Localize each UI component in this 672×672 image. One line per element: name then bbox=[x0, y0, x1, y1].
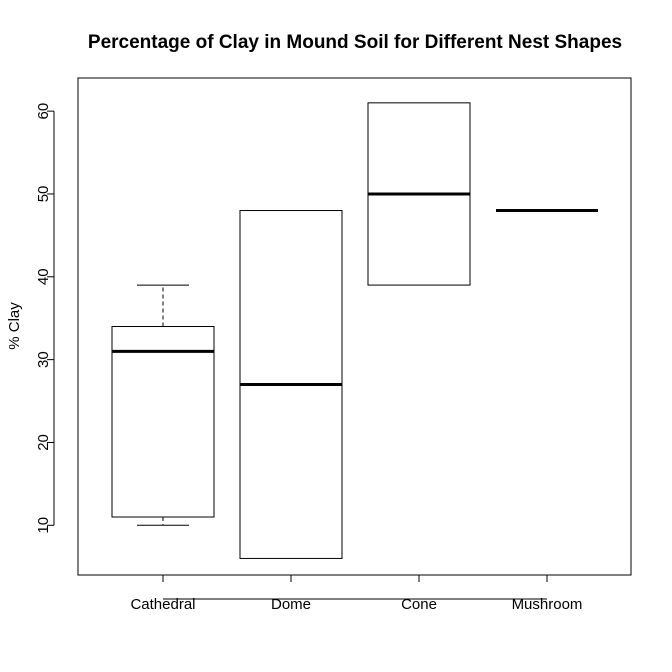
x-tick-label: Cone bbox=[401, 596, 437, 613]
y-tick-label: 60 bbox=[35, 103, 52, 120]
x-tick-label: Mushroom bbox=[512, 596, 583, 613]
x-tick-label: Dome bbox=[271, 596, 311, 613]
y-tick-label: 40 bbox=[35, 268, 52, 285]
y-tick-label: 10 bbox=[35, 517, 52, 534]
axes: 10 20 30 40 50 60 Cathedral Dome Cone Mushroom bbox=[35, 103, 582, 613]
x-tick-label: Cathedral bbox=[130, 596, 195, 613]
y-tick-label: 50 bbox=[35, 186, 52, 203]
chart-title: Percentage of Clay in Mound Soil for Dif… bbox=[88, 32, 622, 53]
boxes bbox=[111, 102, 598, 559]
box-cone bbox=[367, 102, 471, 286]
box-cathedral bbox=[111, 284, 215, 526]
plot-frame bbox=[77, 77, 632, 576]
iqr-box bbox=[111, 326, 215, 518]
box-dome bbox=[239, 210, 343, 559]
y-axis-label: % Clay bbox=[6, 302, 23, 350]
y-tick-label: 20 bbox=[35, 434, 52, 451]
y-tick-label: 30 bbox=[35, 351, 52, 368]
